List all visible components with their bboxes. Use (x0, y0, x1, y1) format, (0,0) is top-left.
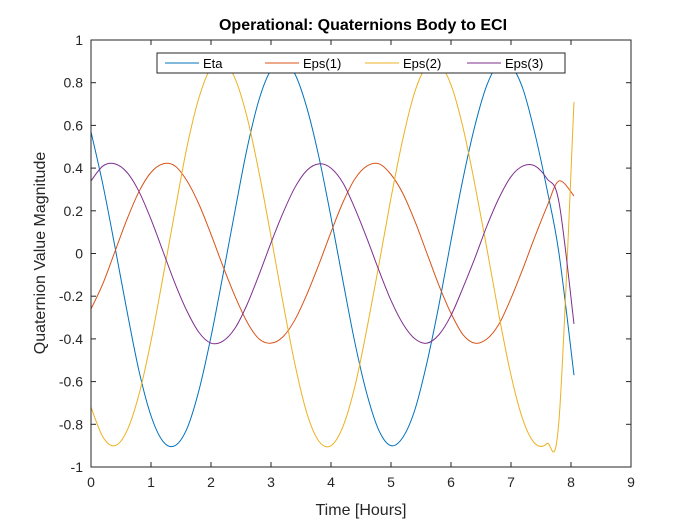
x-tick-label: 9 (627, 474, 635, 490)
x-tick-label: 5 (387, 474, 395, 490)
y-tick-label: 0.2 (64, 203, 84, 219)
y-tick-label: -0.8 (59, 416, 83, 432)
legend-label-0: Eta (203, 56, 223, 71)
series-line-2 (90, 60, 575, 453)
x-tick-label: 3 (267, 474, 275, 490)
tick-layer: 0 1 2 3 4 5 6 7 8 9 -1 -0.8 -0.6 -0.4 -0.2 0 0.2 0.4 0.6 0.… (59, 32, 635, 490)
x-tick-label: 7 (507, 474, 515, 490)
legend-label-3: Eps(3) (505, 56, 543, 71)
x-tick-label: 6 (447, 474, 455, 490)
legend: Eta Eps(1) Eps(2) Eps(3) (156, 52, 566, 74)
x-tick-label: 8 (567, 474, 575, 490)
series-line-3 (90, 162, 575, 345)
y-tick-label: 0.8 (64, 75, 84, 91)
x-tick-label: 4 (327, 474, 335, 490)
x-tick-label: 0 (87, 474, 95, 490)
x-tick-label: 2 (207, 474, 215, 490)
series-line-1 (90, 162, 575, 344)
legend-box (156, 52, 566, 74)
y-tick-label: -0.2 (59, 288, 83, 304)
x-axis-label: Time [Hours] (316, 502, 407, 519)
y-tick-label: -0.4 (59, 331, 83, 347)
legend-items: Eta Eps(1) Eps(2) Eps(3) (165, 56, 543, 71)
y-tick-label: 1 (75, 32, 83, 48)
y-tick-label: 0.6 (64, 117, 84, 133)
chart-title: Operational: Quaternions Body to ECI (219, 17, 507, 34)
y-tick-label: -0.6 (59, 374, 83, 390)
y-tick-label: 0 (75, 246, 83, 262)
y-axis-label: Quaternion Value Magnitude (32, 152, 49, 355)
legend-label-1: Eps(1) (303, 56, 341, 71)
y-tick-label: -1 (71, 459, 84, 475)
y-tick-label: 0.4 (64, 160, 84, 176)
x-tick-label: 1 (147, 474, 155, 490)
legend-label-2: Eps(2) (403, 56, 441, 71)
